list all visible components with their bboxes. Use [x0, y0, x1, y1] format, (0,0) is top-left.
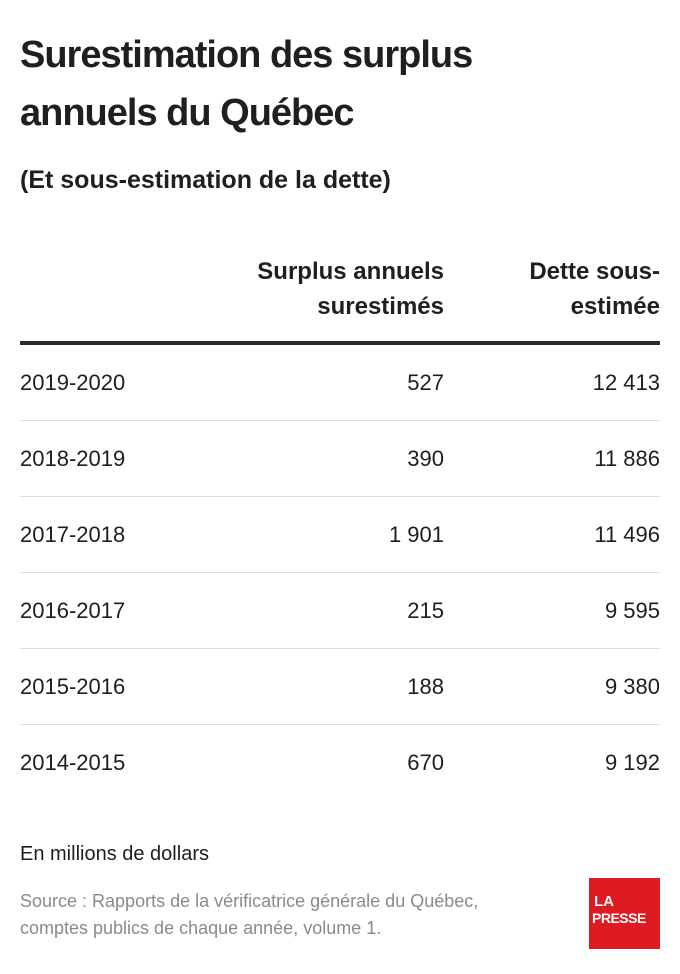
year-cell: 2019-2020	[20, 370, 126, 395]
column-header-dette: Dette sous- estimée	[480, 254, 660, 324]
column-header-dette-line1: Dette sous-	[529, 258, 660, 285]
dette-cell: 11 496	[594, 522, 660, 547]
surplus-cell: 670	[407, 750, 444, 775]
dette-cell: 12 413	[592, 370, 660, 395]
chart-subtitle: (Et sous-estimation de la dette)	[20, 166, 391, 194]
surplus-cell: 215	[407, 598, 444, 623]
year-cell: 2018-2019	[20, 446, 126, 471]
column-header-surplus-line1: Surplus annuels	[257, 258, 444, 285]
year-cell: 2017-2018	[20, 522, 126, 547]
chart-title: Surestimation des surplus annuels du Qué…	[20, 34, 473, 134]
header-divider	[20, 341, 660, 345]
surplus-cell: 188	[407, 674, 444, 699]
year-cell: 2016-2017	[20, 598, 126, 623]
source-note: Source : Rapports de la vérificatrice gé…	[20, 891, 479, 938]
table-row: 2016-2017 215 9 595	[20, 573, 660, 649]
data-table: 2019-2020 527 12 413 2018-2019 390 11 88…	[20, 345, 660, 800]
column-header-dette-line2: estimée	[570, 293, 660, 320]
year-cell: 2014-2015	[20, 750, 126, 775]
surplus-cell: 390	[407, 446, 444, 471]
logo-text-line1: LA	[594, 893, 614, 910]
surplus-cell: 1 901	[388, 522, 444, 547]
la-presse-logo: LA PRESSE	[589, 878, 660, 949]
table-row: 2018-2019 390 11 886	[20, 421, 660, 497]
table-row: 2017-2018 1 901 11 496	[20, 497, 660, 573]
surplus-cell: 527	[407, 370, 444, 395]
year-cell: 2015-2016	[20, 674, 126, 699]
table-row: 2019-2020 527 12 413	[20, 345, 660, 421]
logo-text-line2: PRESSE	[592, 910, 646, 926]
dette-cell: 9 595	[604, 598, 660, 623]
table-row: 2015-2016 188 9 380	[20, 649, 660, 725]
dette-cell: 9 380	[604, 674, 660, 699]
column-header-surplus: Surplus annuels surestimés	[224, 254, 444, 324]
column-header-surplus-line2: surestimés	[317, 293, 444, 320]
dette-cell: 9 192	[604, 750, 660, 775]
unit-note: En millions de dollars	[20, 843, 209, 865]
dette-cell: 11 886	[594, 446, 660, 471]
table-row: 2014-2015 670 9 192	[20, 725, 660, 800]
